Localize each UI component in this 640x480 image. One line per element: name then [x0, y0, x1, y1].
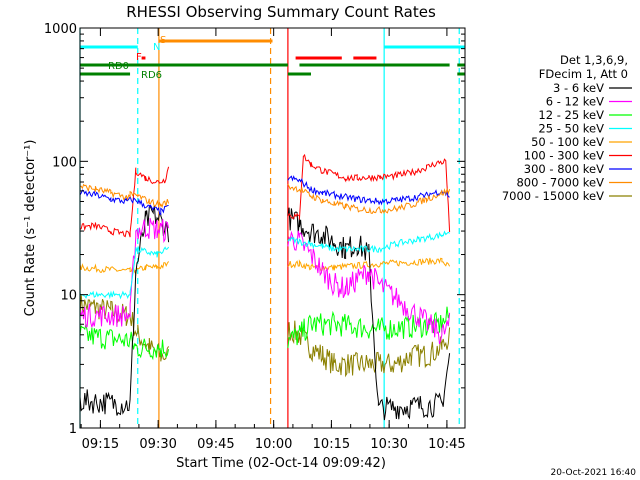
series-line-5 — [79, 153, 451, 238]
series-line-3 — [79, 230, 450, 300]
legend-entry-label: 800 - 7000 keV — [516, 176, 604, 190]
y-axis-label: Count Rate (s⁻¹ detector⁻¹) — [23, 140, 38, 317]
legend-entry-label: 7000 - 15000 keV — [502, 189, 604, 203]
flag-label-s: S — [160, 35, 166, 46]
legend-entry-label: 25 - 50 keV — [538, 122, 604, 136]
x-tick-label: 09:30 — [139, 437, 176, 452]
legend-header-line: FDecim 1, Att 0 — [539, 67, 628, 81]
flag-label-rd6: RD6 — [141, 70, 162, 81]
x-tick-label: 10:30 — [370, 437, 407, 452]
y-tick-label: 1 — [69, 422, 77, 437]
y-tick-label: 1000 — [44, 22, 77, 37]
series-line-8 — [79, 294, 451, 378]
series-line-0 — [79, 205, 451, 421]
series-line-4 — [79, 257, 451, 276]
series-line-2 — [79, 306, 451, 361]
plot-frame — [79, 27, 466, 429]
flag-label-rd0: RD0 — [108, 61, 129, 72]
legend-entry-label: 3 - 6 keV — [553, 81, 604, 95]
x-axis: 09:15 09:30 09:45 10:00 10:15 10:30 10:45 — [80, 28, 466, 452]
x-tick-label: 10:00 — [255, 437, 292, 452]
series-line-7 — [79, 183, 451, 214]
timestamp: 20-Oct-2021 16:40 — [551, 468, 637, 478]
flag-label-n: N — [153, 42, 160, 53]
legend-header-line: Det 1,3,6,9, — [560, 53, 628, 67]
x-axis-label: Start Time (02-Oct-14 09:09:42) — [176, 456, 386, 471]
legend-entry-label: 300 - 800 keV — [524, 162, 604, 176]
x-tick-label: 09:45 — [197, 437, 234, 452]
legend-entry-label: 6 - 12 keV — [546, 95, 604, 109]
x-tick-label: 10:15 — [313, 437, 350, 452]
legend-entry-label: 50 - 100 keV — [531, 135, 604, 149]
y-tick-label: 10 — [60, 289, 77, 304]
series-line-6 — [79, 175, 450, 216]
plot-area: RD0 RD6 FNS — [79, 28, 465, 428]
x-tick-label: 09:15 — [82, 437, 119, 452]
flag-label-f: F — [136, 52, 142, 63]
series-line-1 — [79, 217, 451, 345]
legend-entry-label: 100 - 300 keV — [524, 149, 604, 163]
x-tick-label: 10:45 — [428, 437, 465, 452]
chart-title: RHESSI Observing Summary Count Rates — [126, 3, 436, 21]
y-tick-label: 100 — [52, 155, 77, 170]
y-axis: 1 10 100 1000 — [44, 22, 465, 437]
legend-entry-label: 12 - 25 keV — [538, 108, 604, 122]
